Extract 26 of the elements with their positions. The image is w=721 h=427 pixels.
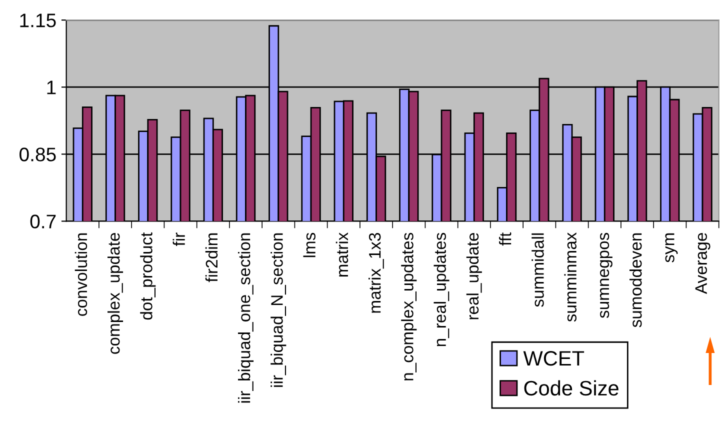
x-tick-label: n_real_updates [434, 232, 450, 346]
x-tick-label: iir_biquad_N_section [270, 233, 286, 387]
x-tick-label: Average [695, 233, 710, 294]
legend-label: WCET [523, 351, 584, 366]
x-tick-label: dot_product [140, 232, 156, 320]
x-tick-label: fir [172, 232, 185, 246]
y-tick-label: 0.85 [20, 148, 56, 162]
x-tick-label: summidall [532, 233, 544, 307]
x-tick-label: iir_biquad_one_section [238, 233, 254, 403]
legend-label: Code Size [524, 380, 618, 396]
x-tick-label: matrix [336, 232, 348, 277]
y-tick-label: 0.7 [30, 214, 56, 228]
x-tick-label: complex_update [108, 233, 124, 354]
x-tick-label: fir2dim [205, 233, 218, 282]
x-tick-label: sumnegpos [600, 232, 612, 318]
x-tick-label: convolution [74, 233, 88, 316]
y-tick-label: 1 [47, 80, 56, 94]
x-tick-label: fft [499, 232, 512, 246]
x-tick-label: sym [665, 233, 678, 262]
x-tick-label: n_complex_updates [401, 232, 417, 380]
x-tick-label: matrix_1x3 [368, 233, 384, 313]
x-tick-label: sumoddeven [630, 233, 642, 328]
y-tick-label: 1.15 [20, 14, 56, 28]
x-tick-label: real_update [466, 233, 482, 320]
x-tick-label: lms [303, 232, 316, 258]
x-tick-label: summinmax [564, 232, 576, 322]
